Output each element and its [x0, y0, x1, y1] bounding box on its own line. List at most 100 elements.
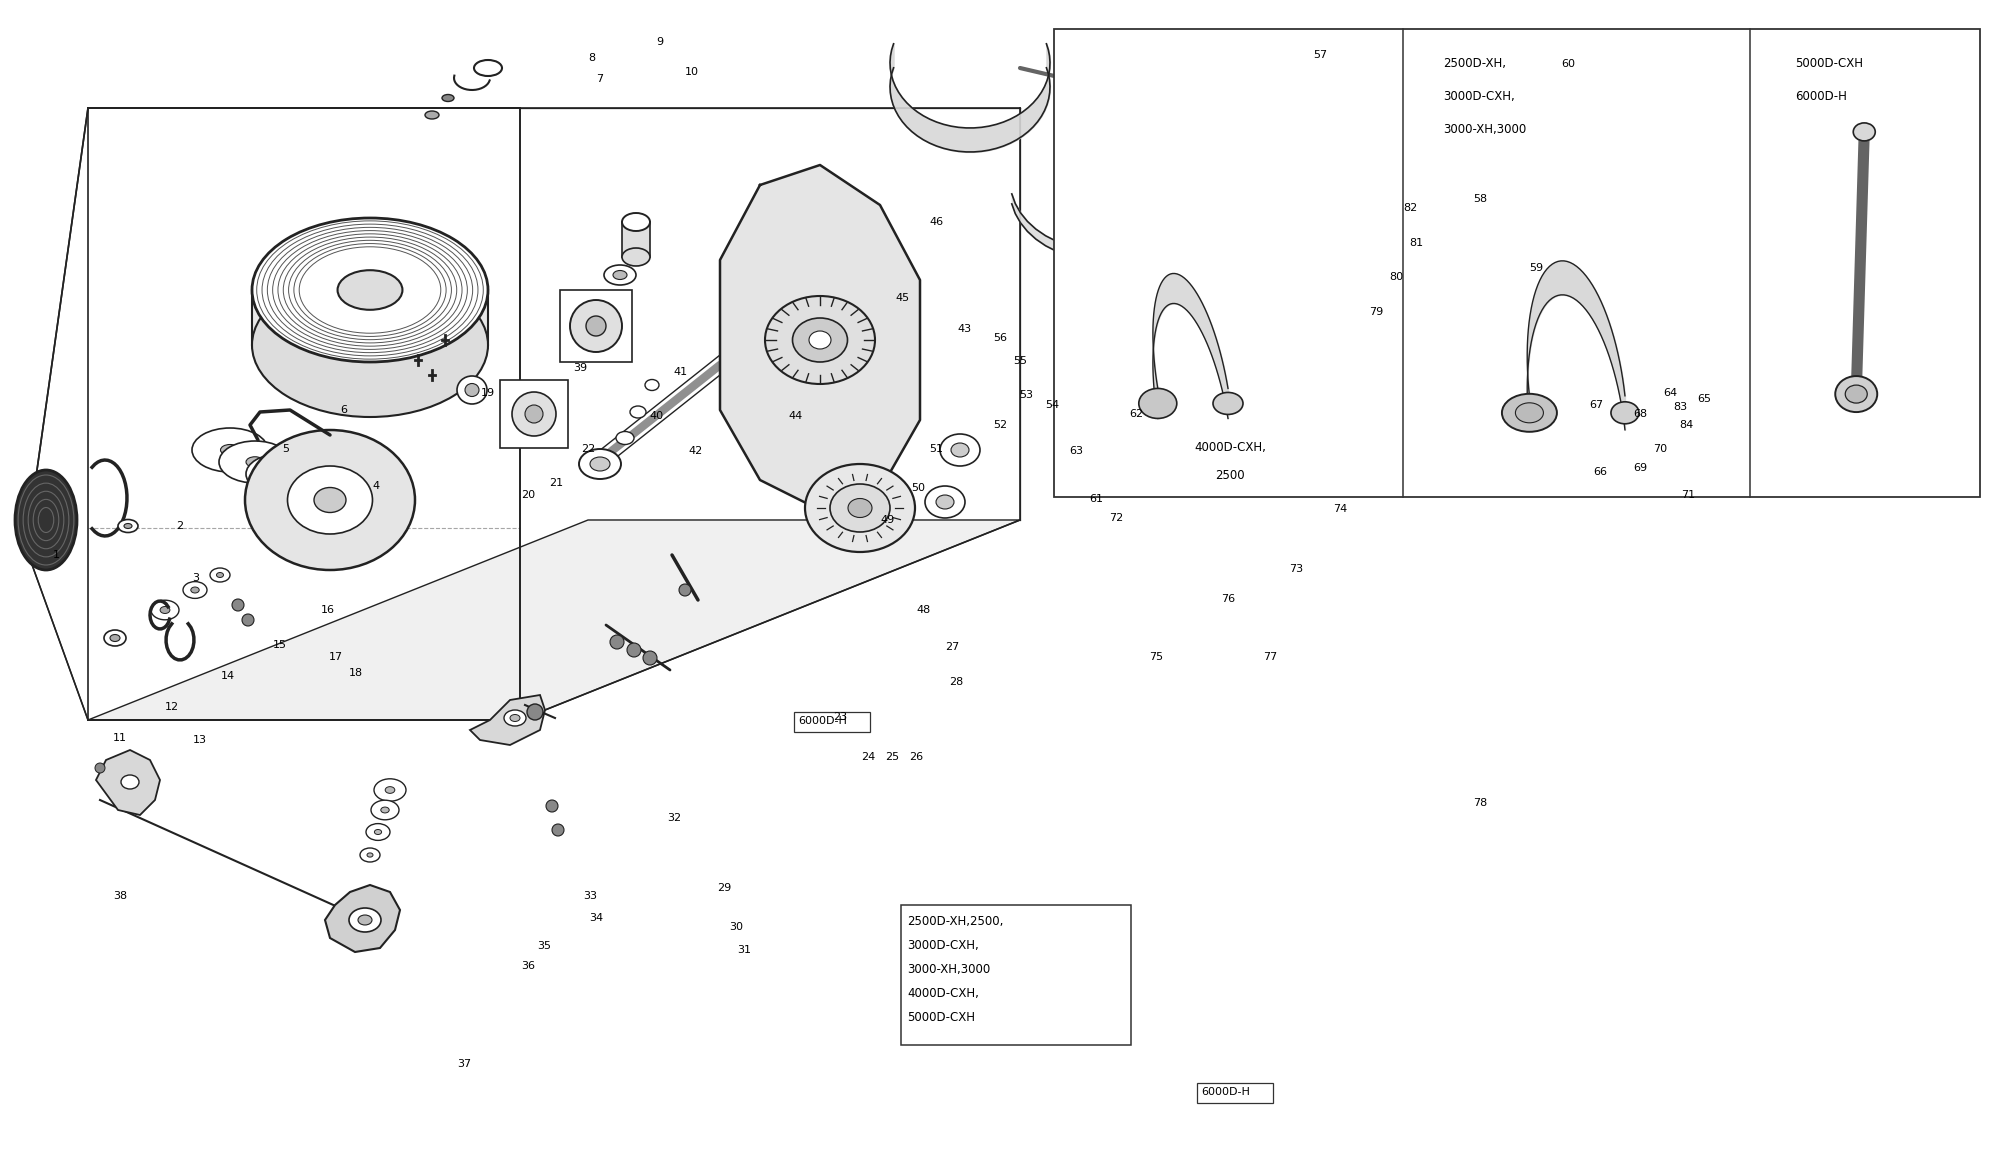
Text: 1: 1	[52, 550, 60, 560]
Text: 34: 34	[588, 913, 604, 922]
Text: 41: 41	[672, 368, 688, 377]
Ellipse shape	[804, 464, 916, 553]
Bar	[1054, 29, 1980, 497]
Ellipse shape	[302, 481, 318, 491]
Text: 72: 72	[1108, 513, 1124, 523]
Text: 14: 14	[220, 672, 236, 681]
Bar	[560, 290, 632, 362]
Text: 36: 36	[520, 962, 536, 971]
Text: 9: 9	[656, 37, 664, 46]
Text: 5: 5	[282, 444, 290, 453]
Ellipse shape	[604, 265, 636, 286]
Text: 78: 78	[1472, 799, 1488, 808]
Text: 5000D-CXH: 5000D-CXH	[908, 1010, 976, 1023]
Bar	[500, 380, 568, 449]
Text: 3000-XH,3000: 3000-XH,3000	[908, 963, 990, 976]
Ellipse shape	[252, 273, 488, 417]
Text: 26: 26	[908, 753, 924, 762]
Text: 2500D-XH,: 2500D-XH,	[1442, 57, 1506, 71]
Text: 28: 28	[948, 677, 964, 687]
Ellipse shape	[524, 405, 544, 423]
Ellipse shape	[110, 635, 120, 642]
FancyBboxPatch shape	[794, 712, 870, 733]
Ellipse shape	[1196, 370, 1244, 410]
Text: 35: 35	[536, 941, 552, 950]
Text: 37: 37	[456, 1059, 472, 1068]
Text: 31: 31	[736, 946, 752, 955]
Text: 68: 68	[1632, 409, 1648, 418]
Ellipse shape	[1214, 392, 1244, 415]
Text: 50: 50	[912, 483, 924, 492]
Circle shape	[680, 584, 692, 596]
Ellipse shape	[830, 484, 890, 532]
Text: 15: 15	[272, 640, 288, 650]
Ellipse shape	[252, 218, 488, 362]
FancyBboxPatch shape	[1196, 1083, 1274, 1104]
Ellipse shape	[338, 271, 402, 310]
Ellipse shape	[1854, 123, 1876, 141]
Text: 12: 12	[164, 703, 180, 712]
Circle shape	[644, 651, 656, 665]
Text: 8: 8	[588, 53, 596, 62]
Ellipse shape	[808, 331, 832, 349]
Text: 6: 6	[340, 406, 348, 415]
Text: 84: 84	[1678, 421, 1694, 430]
Circle shape	[610, 635, 624, 649]
Text: 33: 33	[584, 891, 596, 901]
Ellipse shape	[1138, 388, 1176, 418]
Ellipse shape	[764, 296, 876, 384]
Text: 3000-XH,3000: 3000-XH,3000	[1442, 123, 1526, 135]
Polygon shape	[720, 165, 920, 510]
Text: 32: 32	[666, 814, 682, 823]
Text: 42: 42	[688, 446, 704, 455]
Ellipse shape	[314, 488, 346, 512]
Text: 77: 77	[1262, 652, 1278, 661]
Ellipse shape	[464, 384, 480, 397]
Text: 11: 11	[112, 733, 128, 742]
Ellipse shape	[1516, 402, 1544, 423]
Circle shape	[1368, 362, 1384, 378]
Text: 51: 51	[928, 444, 944, 453]
Ellipse shape	[210, 568, 230, 581]
Bar	[622, 222, 650, 257]
Text: 10: 10	[684, 67, 700, 76]
Text: 74: 74	[1332, 504, 1348, 513]
Ellipse shape	[580, 449, 620, 479]
Text: 81: 81	[1408, 238, 1424, 247]
Ellipse shape	[310, 480, 370, 516]
Text: 83: 83	[1672, 402, 1688, 412]
Text: 48: 48	[916, 606, 932, 615]
Ellipse shape	[442, 95, 454, 102]
Ellipse shape	[124, 524, 132, 528]
Ellipse shape	[380, 807, 390, 813]
Text: 21: 21	[548, 479, 564, 488]
Text: 71: 71	[1680, 490, 1696, 499]
Text: 24: 24	[860, 753, 876, 762]
Text: 20: 20	[520, 490, 536, 499]
Ellipse shape	[456, 376, 488, 403]
Circle shape	[628, 643, 640, 657]
Ellipse shape	[272, 469, 288, 479]
Ellipse shape	[504, 710, 526, 726]
Text: 54: 54	[1044, 400, 1060, 409]
Ellipse shape	[190, 587, 200, 593]
Text: 16: 16	[320, 606, 336, 615]
Text: 6000D-H: 6000D-H	[1200, 1088, 1250, 1097]
Circle shape	[1314, 399, 1326, 412]
Ellipse shape	[474, 60, 502, 76]
Bar	[252, 290, 488, 344]
Ellipse shape	[1846, 385, 1868, 403]
Text: 46: 46	[928, 217, 944, 227]
Ellipse shape	[244, 430, 416, 570]
Text: 44: 44	[788, 412, 804, 421]
Text: 18: 18	[348, 668, 364, 677]
Text: 55: 55	[1014, 356, 1028, 365]
Text: 4000D-CXH,: 4000D-CXH,	[1194, 440, 1266, 454]
Ellipse shape	[586, 316, 606, 336]
Ellipse shape	[374, 779, 406, 801]
Ellipse shape	[366, 823, 390, 840]
Text: 59: 59	[1528, 264, 1544, 273]
Ellipse shape	[278, 467, 342, 505]
Ellipse shape	[16, 470, 76, 570]
Polygon shape	[324, 885, 400, 953]
